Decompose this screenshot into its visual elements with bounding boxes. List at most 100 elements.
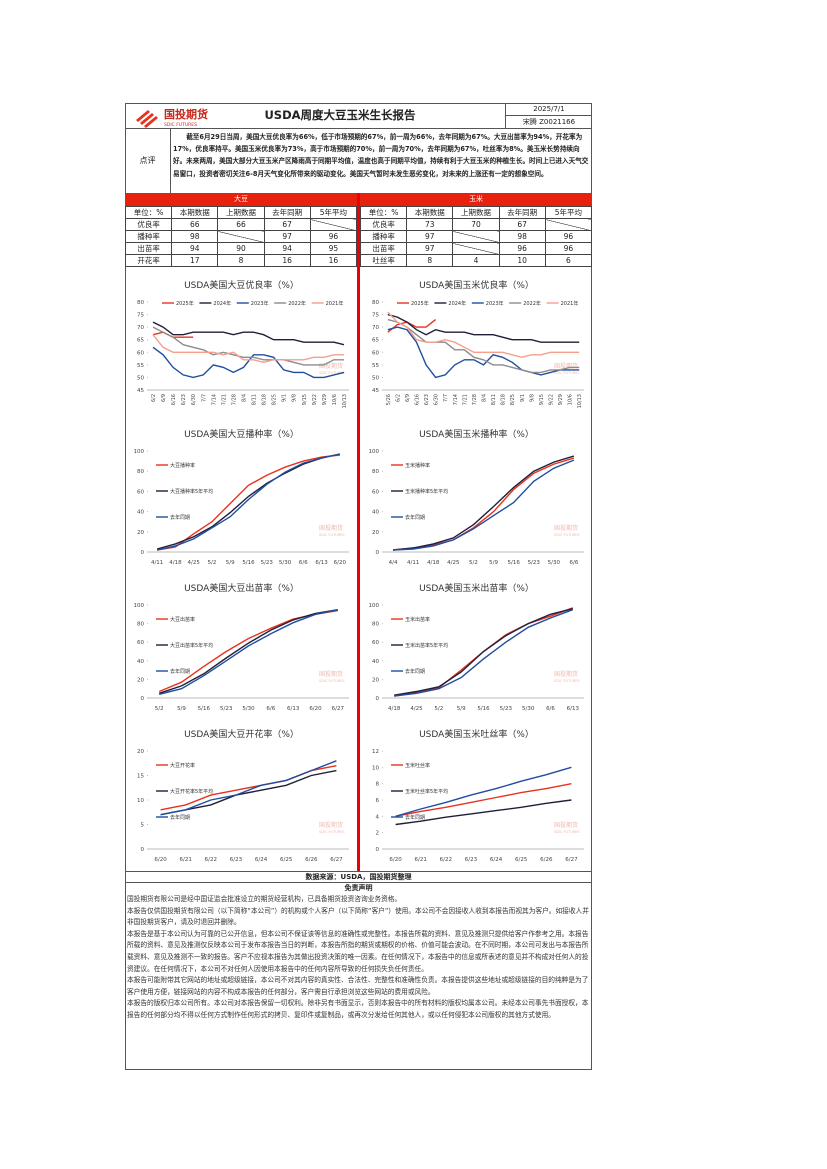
chart-title: USDA美国玉米吐丝率（%） — [419, 728, 534, 740]
watermark: 国投期货 — [319, 362, 343, 370]
header-cell: 单位：% — [359, 206, 408, 219]
cell: 4 — [452, 254, 500, 267]
cell: 8 — [406, 254, 454, 267]
chart-title: USDA美国玉米出苗率（%） — [419, 582, 534, 594]
y-tick-label: 10 — [137, 798, 144, 804]
watermark: 国投期货 — [319, 524, 343, 532]
series-line — [394, 609, 574, 697]
legend-label: 玉米出苗率 — [405, 616, 430, 623]
watermark: 国投期货 — [554, 362, 578, 370]
x-tick-label: 6/24 — [490, 857, 503, 863]
legend-label: 2021年 — [561, 300, 579, 307]
x-tick-label: 6/6 — [570, 560, 579, 566]
y-tick-label: 80 — [372, 469, 379, 475]
x-tick-label: 6/2 — [151, 394, 157, 402]
y-tick-label: 60 — [137, 640, 144, 646]
chart: USDA美国大豆开花率（%） 0 5 10 15 20 6/20 6/21 6/22 6/23 6/… — [137, 728, 349, 863]
y-tick-label: 100 — [369, 449, 380, 455]
x-tick-label: 10/6 — [332, 394, 338, 405]
header-row: 单位：% 本期数据 上期数据 去年同期 5年平均 — [359, 206, 593, 219]
cell: 出苗率 — [359, 242, 408, 255]
cell: 94 — [171, 242, 219, 255]
x-tick-label: 9/15 — [539, 394, 545, 405]
legend-label: 2023年 — [251, 300, 269, 307]
x-tick-label: 7/7 — [201, 394, 207, 402]
y-tick-label: 60 — [137, 489, 144, 495]
x-tick-label: 6/6 — [299, 560, 308, 566]
legend-label: 大豆出苗率5年平均 — [170, 642, 213, 649]
x-tick-label: 4/25 — [188, 560, 201, 566]
y-tick-label: 50 — [372, 375, 379, 381]
y-tick-label: 45 — [137, 388, 144, 394]
x-tick-label: 5/26 — [386, 394, 392, 405]
cell: 17 — [171, 254, 219, 267]
table-block: 大豆 单位：% 本期数据 上期数据 去年同期 5年平均 优良率 66 66 67 播种率 98 97 96… — [124, 193, 358, 267]
x-tick-label: 5/2 — [434, 706, 443, 712]
x-tick-label: 6/20 — [334, 560, 347, 566]
y-tick-label: 0 — [141, 550, 145, 556]
header-cell: 本期数据 — [171, 206, 219, 219]
x-tick-label: 5/23 — [261, 560, 274, 566]
cell: 98 — [171, 230, 219, 243]
y-tick-label: 60 — [372, 640, 379, 646]
y-tick-label: 0 — [376, 847, 380, 853]
y-tick-label: 70 — [137, 325, 144, 331]
chart: USDA美国玉米吐丝率（%） 0 2 4 6 8 10 12 6/20 6/21 6/22 6/23 6… — [372, 728, 584, 863]
y-tick-label: 45 — [372, 388, 379, 394]
cell: 97 — [263, 230, 311, 243]
legend-label: 大豆播种率5年平均 — [170, 488, 213, 495]
watermark-sub: SDIC FUTURES — [319, 830, 345, 834]
x-tick-label: 5/30 — [242, 706, 255, 712]
x-tick-label: 6/20 — [389, 857, 402, 863]
x-tick-label: 4/4 — [389, 560, 398, 566]
header-cell: 上期数据 — [452, 206, 500, 219]
y-tick-label: 55 — [137, 363, 144, 369]
cell: 8 — [217, 254, 265, 267]
series-line — [152, 346, 345, 379]
y-tick-label: 60 — [372, 350, 379, 356]
x-tick-label: 4/18 — [427, 560, 440, 566]
logo: 国投期货 SDIC FUTURES — [134, 106, 226, 128]
empty-cell — [309, 218, 358, 231]
x-tick-label: 5/2 — [469, 560, 478, 566]
row: 优良率 73 70 67 — [359, 218, 593, 231]
x-tick-label: 9/22 — [312, 394, 318, 405]
chart-title: USDA美国玉米优良率（%） — [419, 279, 534, 291]
series-line — [156, 453, 341, 551]
x-tick-label: 5/30 — [548, 560, 561, 566]
series-line — [159, 609, 338, 695]
x-tick-label: 5/9 — [226, 560, 235, 566]
legend-label: 去年同期 — [170, 668, 190, 675]
legend-label: 2021年 — [326, 300, 344, 307]
y-tick-label: 20 — [372, 530, 379, 536]
x-tick-label: 4/11 — [407, 560, 419, 566]
cell: 6 — [544, 254, 593, 267]
cell: 吐丝率 — [359, 254, 408, 267]
x-tick-label: 5/9 — [457, 706, 466, 712]
divider — [357, 193, 360, 871]
series-line — [387, 313, 580, 343]
y-tick-label: 6 — [376, 798, 380, 804]
row: 出苗率 94 90 94 95 — [124, 242, 358, 255]
chart-title: USDA美国大豆出苗率（%） — [184, 582, 299, 594]
summary-text: 截至6月29日当周，美国大豆优良率为66%，低于市场预期的67%，前一周为66%… — [173, 133, 589, 178]
summary-row: 点评 截至6月29日当周，美国大豆优良率为66%，低于市场预期的67%，前一周为… — [125, 128, 592, 193]
x-tick-label: 5/23 — [528, 560, 541, 566]
x-tick-label: 5/9 — [177, 706, 186, 712]
series-line — [392, 457, 575, 551]
x-tick-label: 6/16 — [171, 394, 177, 405]
disclaimer-paragraph: 本报告是基于本公司认为可靠的已公开信息，但本公司不保证该等信息的准确性或完整性。… — [127, 929, 589, 973]
series-line — [152, 321, 345, 346]
y-tick-label: 40 — [137, 659, 144, 665]
series-line — [160, 765, 337, 811]
x-tick-label: 6/27 — [565, 857, 578, 863]
y-tick-label: 40 — [137, 510, 144, 516]
series-line — [160, 760, 337, 816]
series-line — [156, 454, 340, 551]
y-tick-label: 0 — [141, 696, 145, 702]
legend-label: 去年同期 — [405, 814, 425, 821]
disclaimer-paragraph: 本报告的版权归本公司所有。本公司对本报告保留一切权利。除非另有书面显示，否则本报… — [127, 999, 589, 1019]
table-title: 玉米 — [360, 193, 592, 206]
header-cell: 去年同期 — [263, 206, 311, 219]
legend-label: 2022年 — [523, 300, 541, 307]
